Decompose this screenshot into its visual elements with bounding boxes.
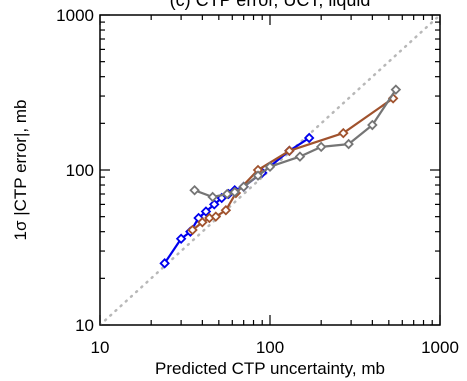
series-2 xyxy=(187,93,399,236)
data-point xyxy=(303,132,315,144)
data-point xyxy=(238,181,249,192)
data-point xyxy=(343,138,354,150)
x-tick-label: 10 xyxy=(91,338,110,357)
data-point xyxy=(207,191,218,203)
data-point xyxy=(252,170,264,181)
series-layer xyxy=(159,84,402,269)
tick-layer: 10 100 1000 10 100 1000 xyxy=(56,6,459,357)
x-tick-label: 100 xyxy=(256,338,284,357)
data-point xyxy=(390,84,402,95)
data-point xyxy=(187,224,198,236)
y-tick-label: 1000 xyxy=(56,6,94,25)
data-point xyxy=(200,206,212,217)
series-line xyxy=(194,88,397,199)
data-point xyxy=(197,216,208,228)
y-tick-label: 100 xyxy=(66,161,94,180)
data-point xyxy=(367,119,378,131)
data-point xyxy=(229,186,240,198)
data-point xyxy=(189,184,200,196)
data-point xyxy=(159,258,170,269)
data-point xyxy=(221,188,233,200)
y-axis-label: 1σ |CTP error|, mb xyxy=(11,100,30,241)
data-point xyxy=(208,199,220,210)
chart-title: (c) CTP error, UCT, liquid xyxy=(170,0,371,10)
data-point xyxy=(294,151,306,162)
series-line xyxy=(163,136,310,264)
series-line xyxy=(191,97,394,231)
data-point xyxy=(210,211,222,222)
x-tick-label: 1000 xyxy=(421,338,459,357)
data-point xyxy=(284,145,295,157)
data-point xyxy=(315,141,327,153)
series-3 xyxy=(189,84,402,203)
data-point xyxy=(338,127,349,139)
data-point xyxy=(220,204,232,216)
data-point xyxy=(264,161,276,172)
x-axis-label: Predicted CTP uncertainty, mb xyxy=(155,359,385,378)
y-tick-label: 10 xyxy=(75,316,94,335)
data-point xyxy=(175,233,187,245)
